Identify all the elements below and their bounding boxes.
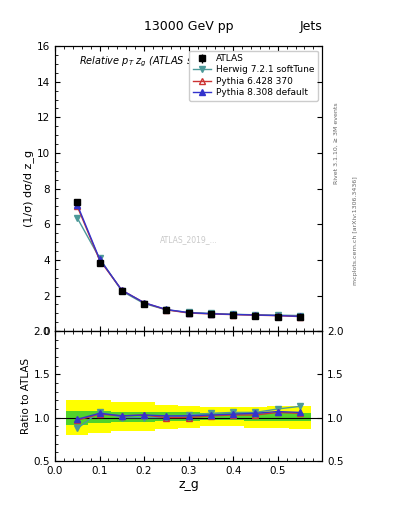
Pythia 6.428 370 (298, 313, 302, 319)
Y-axis label: (1/σ) dσ/d z_g: (1/σ) dσ/d z_g (23, 150, 34, 227)
Herwig 7.2.1 softTune (142, 301, 147, 307)
Pythia 8.308 default (209, 311, 213, 317)
Herwig 7.2.1 softTune (186, 309, 191, 315)
Pythia 8.308 default (97, 256, 102, 262)
Text: mcplots.cern.ch [arXiv:1306.3436]: mcplots.cern.ch [arXiv:1306.3436] (353, 176, 358, 285)
Pythia 8.308 default (119, 287, 124, 293)
Pythia 6.428 370 (119, 287, 124, 293)
Pythia 6.428 370 (97, 257, 102, 263)
Pythia 8.308 default (298, 313, 302, 319)
Pythia 6.428 370 (186, 310, 191, 316)
Pythia 6.428 370 (209, 311, 213, 317)
Text: ATLAS_2019_...: ATLAS_2019_... (160, 236, 217, 244)
Line: Pythia 8.308 default: Pythia 8.308 default (75, 202, 303, 319)
Pythia 8.308 default (75, 202, 80, 208)
Herwig 7.2.1 softTune (209, 310, 213, 316)
Pythia 8.308 default (142, 300, 147, 306)
Text: Rivet 3.1.10, ≥ 3M events: Rivet 3.1.10, ≥ 3M events (334, 102, 338, 184)
Text: Jets: Jets (299, 20, 322, 33)
Herwig 7.2.1 softTune (298, 312, 302, 318)
Pythia 8.308 default (231, 311, 235, 317)
Pythia 6.428 370 (253, 312, 258, 318)
Pythia 8.308 default (164, 306, 169, 312)
Herwig 7.2.1 softTune (253, 312, 258, 318)
Herwig 7.2.1 softTune (164, 307, 169, 313)
Herwig 7.2.1 softTune (75, 215, 80, 221)
Pythia 8.308 default (186, 310, 191, 316)
Pythia 8.308 default (253, 312, 258, 318)
Pythia 6.428 370 (231, 312, 235, 318)
Text: 13000 GeV pp: 13000 GeV pp (144, 20, 233, 33)
Herwig 7.2.1 softTune (97, 255, 102, 261)
Line: Pythia 6.428 370: Pythia 6.428 370 (75, 204, 303, 319)
Line: Herwig 7.2.1 softTune: Herwig 7.2.1 softTune (75, 215, 303, 318)
Legend: ATLAS, Herwig 7.2.1 softTune, Pythia 6.428 370, Pythia 8.308 default: ATLAS, Herwig 7.2.1 softTune, Pythia 6.4… (189, 51, 318, 100)
Pythia 8.308 default (275, 312, 280, 318)
Herwig 7.2.1 softTune (231, 311, 235, 317)
Y-axis label: Ratio to ATLAS: Ratio to ATLAS (21, 358, 31, 434)
Herwig 7.2.1 softTune (119, 288, 124, 294)
Pythia 6.428 370 (142, 300, 147, 306)
Pythia 6.428 370 (275, 313, 280, 319)
Pythia 6.428 370 (164, 307, 169, 313)
Pythia 6.428 370 (75, 203, 80, 209)
Herwig 7.2.1 softTune (275, 312, 280, 318)
X-axis label: z_g: z_g (178, 478, 199, 492)
Text: Relative $p_T$ $z_g$ (ATLAS soft-drop observables): Relative $p_T$ $z_g$ (ATLAS soft-drop ob… (79, 55, 298, 69)
